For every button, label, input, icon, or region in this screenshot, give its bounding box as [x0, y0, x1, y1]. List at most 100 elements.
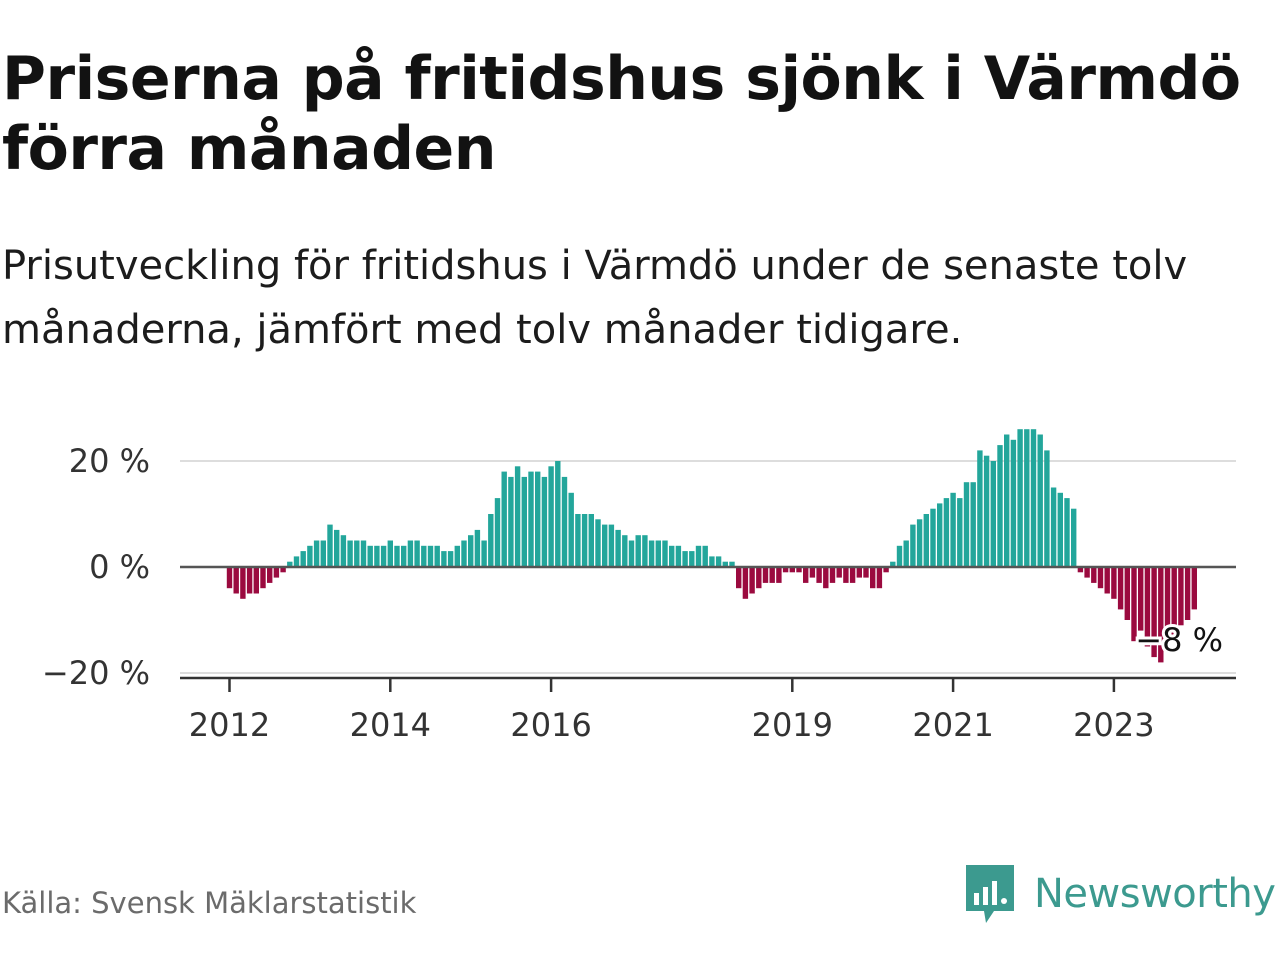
bar: [1138, 567, 1144, 631]
bar: [836, 567, 842, 578]
bar: [890, 561, 896, 567]
bar: [709, 556, 715, 567]
bar: [1191, 567, 1197, 610]
bar: [427, 545, 434, 567]
bar: [870, 567, 876, 589]
bar: [1131, 567, 1137, 642]
bar: [300, 551, 306, 567]
bar: [307, 545, 313, 567]
bar: [340, 535, 347, 567]
bar: [702, 545, 708, 567]
bar: [762, 567, 769, 583]
bar: [313, 540, 320, 567]
bar: [233, 567, 239, 594]
bar: [950, 492, 956, 567]
bar: [401, 545, 407, 567]
bar: [481, 540, 487, 567]
bar: [1111, 567, 1117, 599]
bar: [803, 567, 809, 583]
bar: [421, 545, 427, 567]
bar: [1171, 567, 1177, 636]
bar: [816, 567, 822, 583]
bar: [655, 540, 661, 567]
bar: [749, 567, 755, 594]
bar: [997, 445, 1003, 567]
y-tick-label: 0 %: [89, 548, 150, 586]
bar: [642, 535, 648, 567]
x-tick-label: 2016: [510, 706, 591, 744]
bar: [461, 540, 467, 567]
bar: [240, 567, 246, 599]
bar: [501, 471, 507, 567]
chart-title: Priserna på fritidshus sjönk i Värmdö fö…: [2, 44, 1241, 184]
bar: [1151, 567, 1157, 658]
chart-subtitle: Prisutveckling för fritidshus i Värmdö u…: [2, 243, 1188, 353]
bar: [923, 514, 929, 567]
bar: [1158, 567, 1164, 663]
newsworthy-logo: Newsworthy: [964, 862, 1276, 926]
bars: [226, 429, 1197, 663]
bar: [829, 567, 836, 583]
bar: [595, 519, 601, 567]
bar: [943, 498, 950, 567]
bar: [729, 561, 735, 567]
bar: [1117, 567, 1124, 610]
bar: [293, 556, 300, 567]
bar: [648, 540, 655, 567]
bar: [253, 567, 259, 594]
bar: [903, 540, 909, 567]
bar: [581, 514, 588, 567]
bar: [488, 514, 494, 567]
bar: [1030, 429, 1037, 567]
source-note: Källa: Svensk Mäklarstatistik: [2, 886, 417, 920]
bar: [1144, 567, 1151, 647]
bar: [354, 540, 360, 567]
bar: [246, 567, 253, 594]
latest-value-label: −8 %: [1135, 621, 1223, 659]
bar: [347, 540, 353, 567]
bar: [695, 545, 702, 567]
bar: [635, 535, 641, 567]
bar: [561, 476, 568, 567]
bar: [1044, 450, 1050, 567]
bar: [1057, 492, 1063, 567]
bar: [374, 545, 380, 567]
bar: [380, 545, 387, 567]
bar: [1178, 567, 1184, 626]
bar: [555, 461, 561, 567]
bar: [1084, 567, 1090, 578]
bar: [1017, 429, 1023, 567]
bar: [937, 503, 943, 567]
bar: [1037, 434, 1043, 567]
bar: [963, 482, 970, 567]
x-tick-label: 2023: [1073, 706, 1154, 744]
bar: [541, 476, 548, 567]
bar: [876, 567, 883, 589]
bar: [447, 551, 454, 567]
bar: [756, 567, 762, 589]
bar: [916, 519, 923, 567]
bar: [977, 450, 983, 567]
bar: [1071, 508, 1077, 567]
bar: [990, 461, 996, 567]
bar: [970, 482, 976, 567]
bar: [615, 529, 621, 567]
bar: [434, 545, 440, 567]
bar: [910, 524, 916, 567]
bar: [896, 545, 903, 567]
x-tick-label: 2014: [350, 706, 431, 744]
bar: [535, 471, 541, 567]
x-tick-label: 2019: [752, 706, 833, 744]
bar: [769, 567, 775, 583]
bar: [789, 567, 795, 573]
bar: [280, 567, 286, 573]
bar: [327, 524, 333, 567]
bar: [575, 514, 581, 567]
bar: [1104, 567, 1110, 594]
bar: [669, 545, 675, 567]
bar: [983, 455, 990, 567]
y-tick-label: −20 %: [42, 654, 150, 692]
bar: [474, 529, 481, 567]
x-tick-label: 2021: [912, 706, 993, 744]
bar: [1124, 567, 1130, 620]
